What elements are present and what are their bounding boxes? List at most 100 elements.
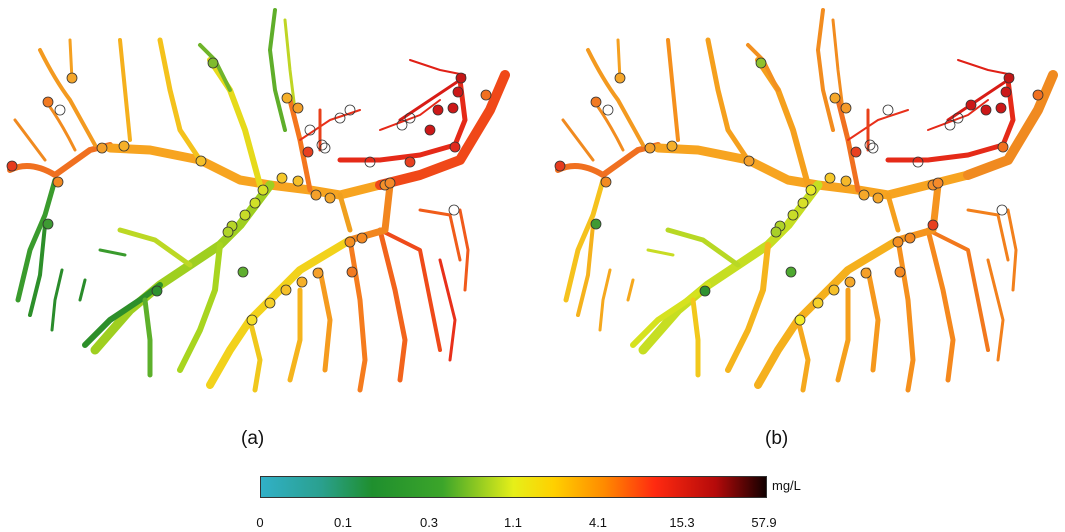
station-marker xyxy=(867,142,879,154)
river-segment xyxy=(28,223,47,317)
river-segment xyxy=(409,59,466,76)
river-segment xyxy=(15,177,58,303)
river-segment xyxy=(591,98,625,152)
river-segment xyxy=(690,297,701,378)
station-marker xyxy=(844,276,856,288)
river-segment xyxy=(576,223,595,317)
panel-label-a: (a) xyxy=(241,428,265,449)
river-segment xyxy=(379,99,441,131)
station-marker xyxy=(302,146,314,158)
colorbar-tick: 0 xyxy=(256,515,264,530)
station-marker xyxy=(280,284,292,296)
station-marker xyxy=(246,314,258,326)
river-segment xyxy=(247,317,263,393)
station-marker xyxy=(424,124,436,136)
station-marker xyxy=(996,204,1008,216)
station-marker xyxy=(850,146,862,158)
river-segment xyxy=(299,109,361,141)
station-marker xyxy=(396,119,408,131)
station-marker xyxy=(455,72,467,84)
station-marker xyxy=(840,102,852,114)
river-segment xyxy=(986,258,1005,362)
station-marker xyxy=(872,192,884,204)
station-marker xyxy=(344,104,356,116)
station-markers-b xyxy=(554,57,1044,326)
river-segment xyxy=(98,248,127,257)
station-marker xyxy=(257,184,269,196)
station-marker xyxy=(614,72,626,84)
colorbar-tick: 1.1 xyxy=(503,515,523,530)
station-marker xyxy=(42,96,54,108)
colorbar-tick: 0.1 xyxy=(333,515,353,530)
station-marker xyxy=(316,139,328,151)
river-segment xyxy=(835,287,851,383)
station-marker xyxy=(554,160,566,172)
river-segment xyxy=(946,78,1010,122)
river-segment xyxy=(705,37,751,163)
river-segment xyxy=(754,236,902,389)
colorbar-tick: 0.3 xyxy=(419,515,439,530)
station-marker xyxy=(151,285,163,297)
station-marker xyxy=(965,99,977,111)
colorbar xyxy=(260,476,767,498)
river-segment xyxy=(207,57,263,188)
station-marker xyxy=(980,104,992,116)
station-marker xyxy=(264,297,276,309)
river-segment xyxy=(82,282,163,348)
river-segment xyxy=(598,268,612,332)
station-marker xyxy=(207,57,219,69)
river-segment xyxy=(50,268,64,332)
station-marker xyxy=(432,104,444,116)
colorbar-tick: 15.3 xyxy=(669,515,695,530)
river-segment xyxy=(755,57,811,188)
river-segment xyxy=(626,278,635,302)
river-segment xyxy=(795,317,811,393)
river-segment xyxy=(283,18,297,112)
station-marker xyxy=(42,218,54,230)
station-marker xyxy=(276,172,288,184)
station-marker xyxy=(312,267,324,279)
river-segment xyxy=(337,192,353,233)
river-segment xyxy=(287,287,303,383)
station-marker xyxy=(927,219,939,231)
river-segment xyxy=(38,48,97,147)
station-marker xyxy=(281,92,293,104)
river-segment xyxy=(957,59,1014,76)
river-segment xyxy=(963,70,1058,180)
river-segment xyxy=(885,192,901,233)
station-marker xyxy=(364,156,376,168)
river-segment xyxy=(865,267,881,373)
river-segment xyxy=(375,70,510,190)
station-marker xyxy=(602,104,614,116)
river-segment xyxy=(206,236,354,389)
river-segment xyxy=(925,227,956,383)
station-marker xyxy=(743,155,755,167)
river-segment xyxy=(725,242,771,373)
station-marker xyxy=(310,189,322,201)
river-segment xyxy=(7,142,113,178)
station-marker xyxy=(6,160,18,172)
station-marker xyxy=(249,197,261,209)
station-marker xyxy=(770,226,782,238)
river-segment xyxy=(337,77,468,163)
station-marker xyxy=(292,102,304,114)
station-marker xyxy=(858,189,870,201)
station-marker xyxy=(787,209,799,221)
station-marker xyxy=(449,141,461,153)
river-segment xyxy=(142,297,153,378)
station-marker xyxy=(600,176,612,188)
river-segment xyxy=(268,8,287,132)
station-marker xyxy=(384,177,396,189)
river-segment xyxy=(816,8,835,132)
station-marker xyxy=(824,172,836,184)
river-segment xyxy=(1006,208,1018,292)
station-marker xyxy=(292,175,304,187)
station-marker xyxy=(195,155,207,167)
station-marker xyxy=(237,266,249,278)
station-marker xyxy=(952,112,964,124)
station-marker xyxy=(304,124,316,136)
river-segment xyxy=(847,109,909,141)
river-segment xyxy=(398,78,462,122)
station-marker xyxy=(805,184,817,196)
